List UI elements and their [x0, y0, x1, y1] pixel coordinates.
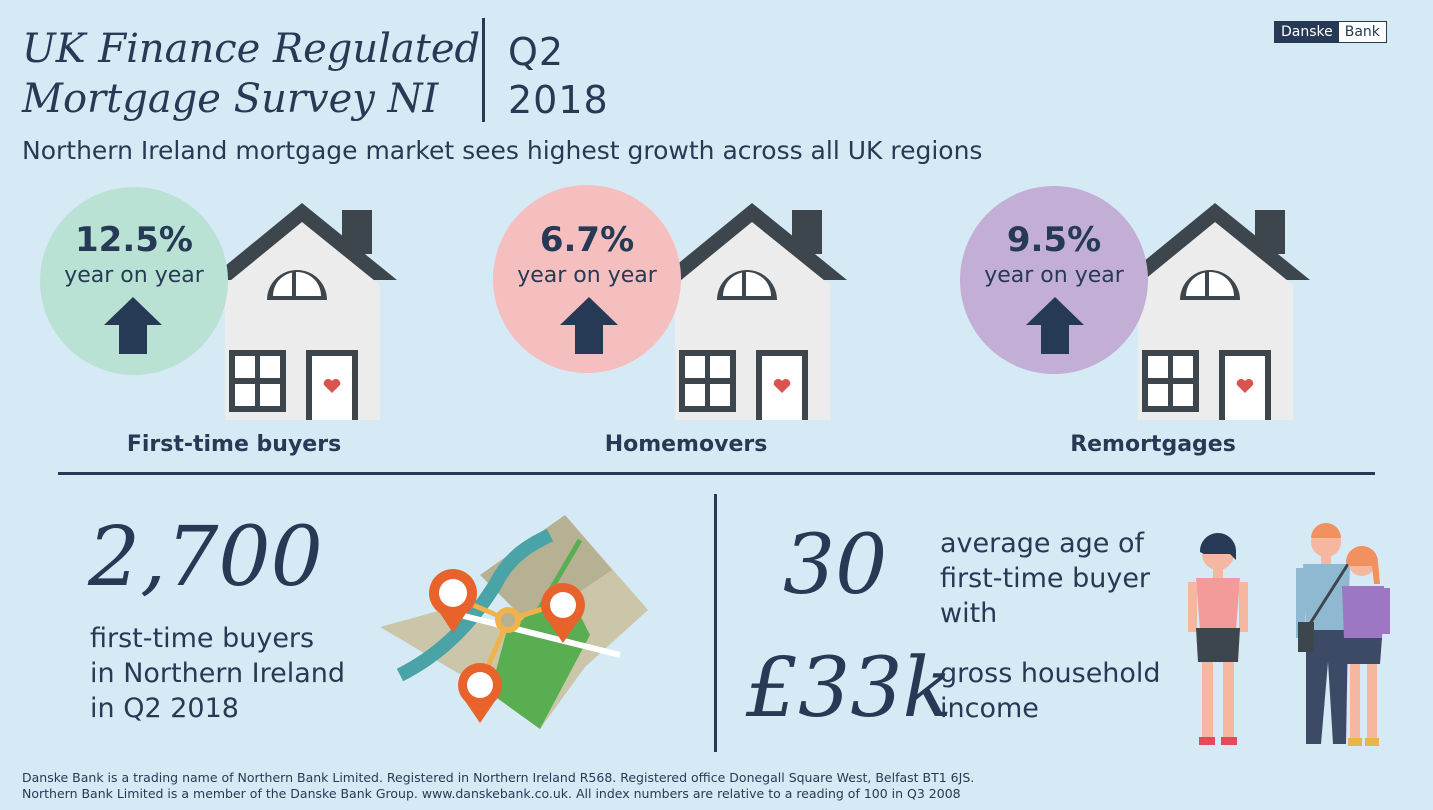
arrow-up-icon — [1026, 297, 1084, 354]
growth-caption: year on year — [984, 263, 1124, 288]
buyers-line-3: in Q2 2018 — [90, 693, 239, 724]
title-line-1: UK Finance Regulated — [22, 26, 481, 72]
category-homemovers: 6.7% year on year Homemovers — [450, 180, 890, 470]
map-icon — [380, 515, 648, 729]
growth-caption: year on year — [64, 263, 204, 288]
arrow-up-icon — [104, 297, 162, 354]
house-icon — [208, 203, 397, 420]
logo-text-danske: Danske — [1275, 22, 1339, 42]
age-line-1: average age of — [940, 528, 1145, 559]
page-subtitle: Northern Ireland mortgage market sees hi… — [22, 136, 983, 165]
income-value: £33k — [746, 641, 953, 736]
bottom-divider — [714, 494, 717, 752]
footer-line-2: Northern Bank Limited is a member of the… — [22, 786, 961, 801]
income-description: gross household income — [940, 656, 1161, 726]
title-line-2: Mortgage Survey NI — [22, 76, 439, 122]
people-illustration — [1188, 523, 1390, 746]
buyers-count: 2,700 — [88, 510, 323, 605]
growth-value: 12.5% — [75, 220, 193, 260]
category-first-time-buyers: 12.5% year on year First-time buyers — [0, 180, 440, 470]
buyers-description: first-time buyers in Northern Ireland in… — [90, 621, 345, 726]
footer-disclaimer: Danske Bank is a trading name of Norther… — [22, 770, 974, 802]
house-icon — [1121, 203, 1310, 420]
category-remortgages: 9.5% year on year Remortgages — [918, 180, 1358, 470]
growth-value: 9.5% — [1006, 220, 1102, 260]
category-label: First-time buyers — [126, 432, 342, 457]
category-label: Homemovers — [604, 432, 768, 457]
danske-bank-logo: Danske Bank — [1274, 21, 1387, 43]
house-icon — [658, 203, 847, 420]
period-quarter: Q2 — [508, 30, 565, 74]
age-line-2: first-time buyer — [940, 563, 1151, 594]
page-title: UK Finance Regulated Mortgage Survey NI — [22, 24, 480, 124]
category-label: Remortgages — [1070, 432, 1236, 457]
period-label: Q2 2018 — [508, 28, 609, 124]
growth-value: 6.7% — [539, 220, 635, 260]
arrow-up-icon — [560, 297, 618, 354]
income-line-1: gross household — [940, 658, 1161, 689]
income-line-2: income — [940, 693, 1039, 724]
footer-line-1: Danske Bank is a trading name of Norther… — [22, 770, 975, 785]
buyers-line-2: in Northern Ireland — [90, 658, 346, 689]
age-line-3: with — [940, 598, 998, 629]
average-age-value: 30 — [783, 518, 888, 613]
growth-caption: year on year — [517, 263, 657, 288]
period-year: 2018 — [508, 78, 609, 122]
average-age-description: average age of first-time buyer with — [940, 526, 1150, 631]
section-divider — [58, 472, 1375, 475]
logo-text-bank: Bank — [1338, 22, 1386, 42]
header-divider — [482, 18, 485, 122]
buyers-line-1: first-time buyers — [90, 623, 315, 654]
